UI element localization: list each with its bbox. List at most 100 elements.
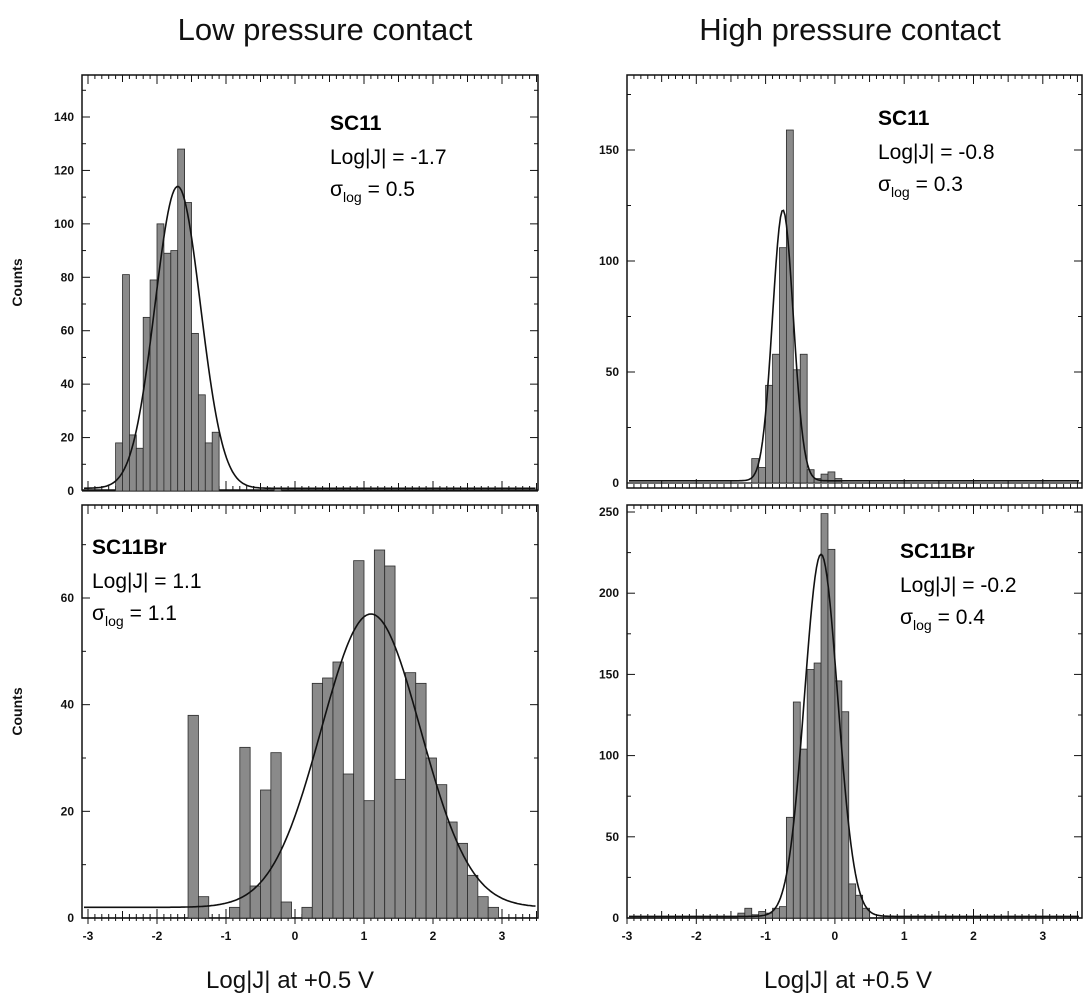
histogram-bar — [229, 906, 241, 919]
y-tick-label: 150 — [599, 143, 619, 157]
log-j-value: Log|J| = -0.2 — [900, 574, 1017, 597]
histogram-bar — [135, 447, 144, 492]
gaussian-fit-line — [629, 553, 1079, 918]
sigma-value: σlog = 1.1 — [92, 602, 177, 629]
histogram-bar — [342, 773, 355, 919]
y-tick-label: 140 — [54, 110, 74, 124]
histogram-bar — [772, 353, 780, 484]
sigma-value: σlog = 0.3 — [878, 173, 963, 200]
histogram-bar — [211, 431, 220, 492]
sample-name: SC11 — [878, 107, 930, 130]
y-tick-label: 50 — [606, 365, 620, 379]
y-tick-label: 40 — [61, 377, 75, 391]
histogram-bar — [301, 906, 313, 919]
histogram-bar — [322, 677, 334, 919]
log-j-value: Log|J| = 1.1 — [92, 570, 202, 593]
histogram-bar — [841, 711, 850, 919]
histogram-bar — [737, 912, 746, 919]
histogram-bar — [855, 894, 864, 919]
histogram-bar — [779, 247, 787, 484]
histogram-bar — [813, 662, 822, 919]
histogram-bar — [758, 467, 766, 484]
histogram-bar — [446, 821, 458, 919]
x-tick-label: 0 — [832, 929, 839, 943]
y-tick-label: 0 — [67, 484, 74, 498]
histogram-bar — [191, 332, 199, 492]
y-tick-label: 0 — [612, 911, 619, 925]
y-tick-label: 100 — [599, 749, 619, 763]
x-tick-label: -3 — [83, 929, 94, 943]
y-tick-label: 250 — [599, 505, 619, 519]
y-axis-label: Counts — [9, 258, 25, 306]
histogram-bar — [477, 896, 489, 919]
y-tick-label: 200 — [599, 586, 619, 600]
x-tick-label: 1 — [361, 929, 368, 943]
histogram-bar — [744, 907, 753, 919]
y-axis-label: Counts — [9, 687, 25, 735]
x-tick-label: -2 — [691, 929, 702, 943]
histogram-bar — [487, 906, 499, 919]
y-tick-label: 20 — [61, 431, 75, 445]
histogram-bar — [115, 442, 123, 492]
column-title-low-pressure: Low pressure contact — [178, 12, 473, 47]
histogram-bar — [260, 789, 272, 919]
y-tick-label: 100 — [599, 254, 619, 268]
histogram-bar — [280, 901, 292, 919]
histogram-bar — [436, 784, 448, 919]
histogram-bar — [270, 752, 282, 919]
gaussian-fit-line — [629, 209, 1079, 482]
histogram-bar — [394, 778, 406, 919]
x-tick-label: 2 — [970, 929, 977, 943]
sigma-value: σlog = 0.4 — [900, 606, 985, 633]
gaussian-fit-line — [83, 185, 536, 490]
y-tick-label: 120 — [54, 163, 74, 177]
histogram-bar — [373, 549, 386, 919]
histogram-bar — [848, 883, 857, 919]
histogram-bar — [332, 661, 344, 919]
y-tick-label: 20 — [61, 804, 75, 818]
histogram-bar — [799, 748, 808, 919]
histogram-bar — [311, 682, 324, 919]
histogram-panel-1: 0 20 40 60 80 100 120 140 Counts SC11 Log|J| = -1.… — [9, 74, 539, 498]
y-tick-label: 80 — [61, 270, 75, 284]
histogram-panel-2: 0 50 100 150 SC11 Log|J| = -0.8 σlog = 0.3 — [599, 74, 1083, 490]
x-tick-label: 3 — [499, 929, 506, 943]
histogram-bar — [363, 800, 375, 919]
x-tick-label: 1 — [901, 929, 908, 943]
y-tick-label: 0 — [67, 911, 74, 925]
histogram-bar — [820, 473, 829, 484]
sample-name: SC11Br — [900, 540, 975, 563]
histogram-bar — [751, 458, 760, 484]
x-tick-label: 2 — [430, 929, 437, 943]
histogram-bar — [239, 746, 251, 919]
histogram-bar — [827, 548, 836, 919]
x-tick-label: 0 — [292, 929, 299, 943]
plot-frame — [81, 504, 539, 919]
y-tick-label: 40 — [61, 698, 75, 712]
x-tick-label: 3 — [1039, 929, 1046, 943]
y-tick-label: 0 — [612, 476, 619, 490]
histogram-bar — [806, 469, 815, 484]
x-tick-label: -1 — [760, 929, 771, 943]
sigma-value: σlog = 0.5 — [330, 178, 415, 205]
histogram-bar — [122, 274, 130, 492]
y-tick-label: 100 — [54, 217, 74, 231]
sample-name: SC11 — [330, 112, 382, 135]
log-j-value: Log|J| = -0.8 — [878, 141, 995, 164]
x-axis-title-left: Log|J| at +0.5 V — [206, 967, 374, 994]
histogram-bar — [184, 202, 192, 492]
histogram-bar — [170, 250, 179, 492]
x-tick-label: -1 — [221, 929, 232, 943]
plot-frame — [81, 74, 539, 491]
histogram-bar — [142, 316, 151, 492]
gaussian-fit-line — [84, 613, 536, 909]
histogram-panel-3: 0 20 40 60 -3 -2 -1 0 1 2 3 Counts SC11Br Log|J| = 1.… — [9, 504, 539, 943]
histogram-panel-4: 0 50 100 150 200 250 -3 -2 -1 0 1 2 3 SC11Br Log|J| = … — [599, 504, 1083, 943]
y-tick-label: 60 — [61, 591, 75, 605]
histogram-bar — [779, 906, 787, 919]
plot-frame — [626, 504, 1083, 919]
histogram-bar — [467, 874, 479, 919]
histogram-bar — [353, 560, 365, 919]
sample-name: SC11Br — [92, 536, 167, 559]
